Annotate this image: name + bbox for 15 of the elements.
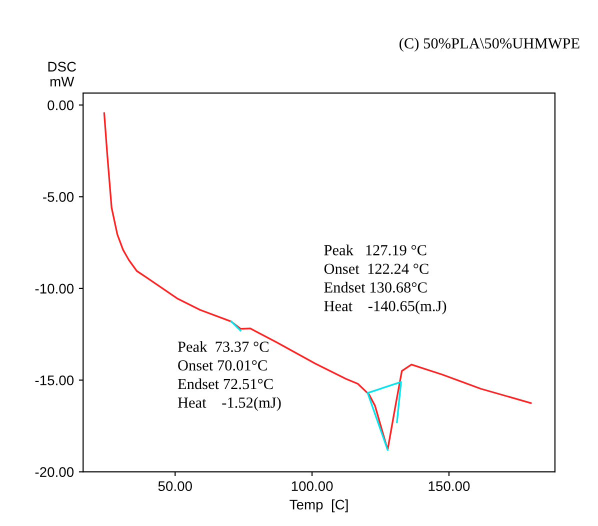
y-axis-title: DSC mW (48, 62, 76, 86)
annotation: Peak 73.37 °C Onset 70.01°C Endset 72.51°C Heat -1.52(mJ) (178, 341, 281, 411)
y-tick-label: -10.00 (35, 284, 74, 294)
line-series (103, 112, 532, 451)
y-tick-label: -15.00 (35, 375, 74, 386)
y-tick-label: -20.00 (35, 467, 74, 477)
annotation: Peak 127.19 °C Onset 122.24 °C Endset 130.68°C Heat -140.65(m.J) (324, 244, 446, 314)
line-series (366, 381, 402, 451)
x-tick-label: 150.00 (428, 481, 470, 492)
y-tick-label: -5.00 (43, 192, 74, 202)
y-tick-label: 0.00 (48, 100, 74, 110)
x-tick-label: 50.00 (158, 481, 192, 492)
x-axis-title: Temp [C] (290, 499, 348, 512)
x-tick-label: 100.00 (292, 481, 333, 492)
chart-title: (C) 50%PLA\50%UHMWPE (400, 38, 580, 52)
